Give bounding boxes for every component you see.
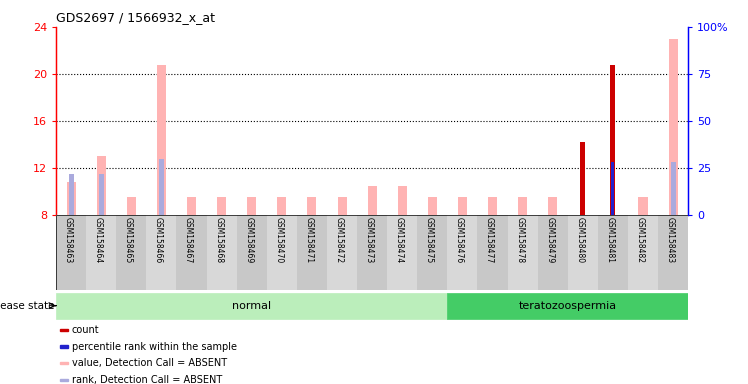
Bar <box>96 156 105 215</box>
Bar <box>236 215 267 290</box>
Text: count: count <box>72 325 99 335</box>
Bar <box>67 182 76 215</box>
Bar <box>267 215 297 290</box>
Bar <box>611 162 615 215</box>
Bar <box>628 215 658 290</box>
Text: GSM158479: GSM158479 <box>545 217 554 263</box>
Text: GSM158482: GSM158482 <box>636 217 645 263</box>
Bar <box>387 215 417 290</box>
Text: rank, Detection Call = ABSENT: rank, Detection Call = ABSENT <box>72 375 222 384</box>
Bar <box>60 345 68 348</box>
Bar <box>307 197 316 215</box>
FancyBboxPatch shape <box>447 293 688 319</box>
Text: GSM158470: GSM158470 <box>275 217 283 263</box>
Text: value, Detection Call = ABSENT: value, Detection Call = ABSENT <box>72 358 227 368</box>
Bar <box>357 215 387 290</box>
Bar <box>580 142 585 215</box>
Bar <box>428 197 437 215</box>
Bar <box>580 177 585 215</box>
Bar <box>327 215 357 290</box>
Bar <box>60 379 68 381</box>
Text: GSM158480: GSM158480 <box>575 217 584 263</box>
Text: GDS2697 / 1566932_x_at: GDS2697 / 1566932_x_at <box>56 11 215 24</box>
Bar <box>671 162 675 215</box>
Bar <box>658 215 688 290</box>
Bar <box>69 174 73 215</box>
Bar <box>99 174 104 215</box>
Bar <box>458 197 467 215</box>
Text: GSM158473: GSM158473 <box>364 217 374 263</box>
Bar <box>187 197 196 215</box>
Bar <box>60 362 68 364</box>
Bar <box>116 215 147 290</box>
Text: GSM158474: GSM158474 <box>395 217 404 263</box>
Text: GSM158481: GSM158481 <box>605 217 614 263</box>
Bar <box>367 185 377 215</box>
Bar <box>417 215 447 290</box>
Text: GSM158478: GSM158478 <box>515 217 524 263</box>
Bar <box>477 215 508 290</box>
Text: GSM158463: GSM158463 <box>64 217 73 263</box>
Text: percentile rank within the sample: percentile rank within the sample <box>72 341 237 351</box>
Bar <box>669 39 678 215</box>
Text: GSM158466: GSM158466 <box>154 217 163 263</box>
Bar <box>56 215 86 290</box>
Bar <box>398 185 407 215</box>
Text: GSM158469: GSM158469 <box>245 217 254 263</box>
Text: GSM158465: GSM158465 <box>124 217 133 263</box>
Bar <box>217 197 226 215</box>
Text: GSM158472: GSM158472 <box>334 217 343 263</box>
Bar <box>248 197 257 215</box>
Bar <box>60 329 68 331</box>
Bar <box>147 215 177 290</box>
Bar <box>86 215 116 290</box>
Bar <box>157 65 166 215</box>
Bar <box>177 215 206 290</box>
Bar <box>488 197 497 215</box>
Bar <box>337 197 346 215</box>
Bar <box>610 162 616 215</box>
Text: GSM158464: GSM158464 <box>94 217 102 263</box>
Text: GSM158483: GSM158483 <box>666 217 675 263</box>
Bar <box>538 215 568 290</box>
Text: teratozoospermia: teratozoospermia <box>518 301 617 311</box>
Bar <box>159 159 164 215</box>
Text: GSM158477: GSM158477 <box>485 217 494 263</box>
Text: GSM158471: GSM158471 <box>304 217 313 263</box>
Text: GSM158475: GSM158475 <box>425 217 434 263</box>
Bar <box>639 197 648 215</box>
Bar <box>548 197 557 215</box>
Bar <box>278 197 286 215</box>
Text: GSM158468: GSM158468 <box>214 217 223 263</box>
Bar <box>127 197 136 215</box>
Text: disease state: disease state <box>0 301 55 311</box>
Bar <box>447 215 477 290</box>
Bar <box>508 215 538 290</box>
Text: normal: normal <box>232 301 272 311</box>
Bar <box>598 215 628 290</box>
Text: GSM158476: GSM158476 <box>455 217 464 263</box>
Text: GSM158467: GSM158467 <box>184 217 193 263</box>
Bar <box>568 215 598 290</box>
Bar <box>518 197 527 215</box>
Bar <box>297 215 327 290</box>
FancyBboxPatch shape <box>56 293 447 319</box>
Bar <box>610 65 616 215</box>
Bar <box>206 215 236 290</box>
